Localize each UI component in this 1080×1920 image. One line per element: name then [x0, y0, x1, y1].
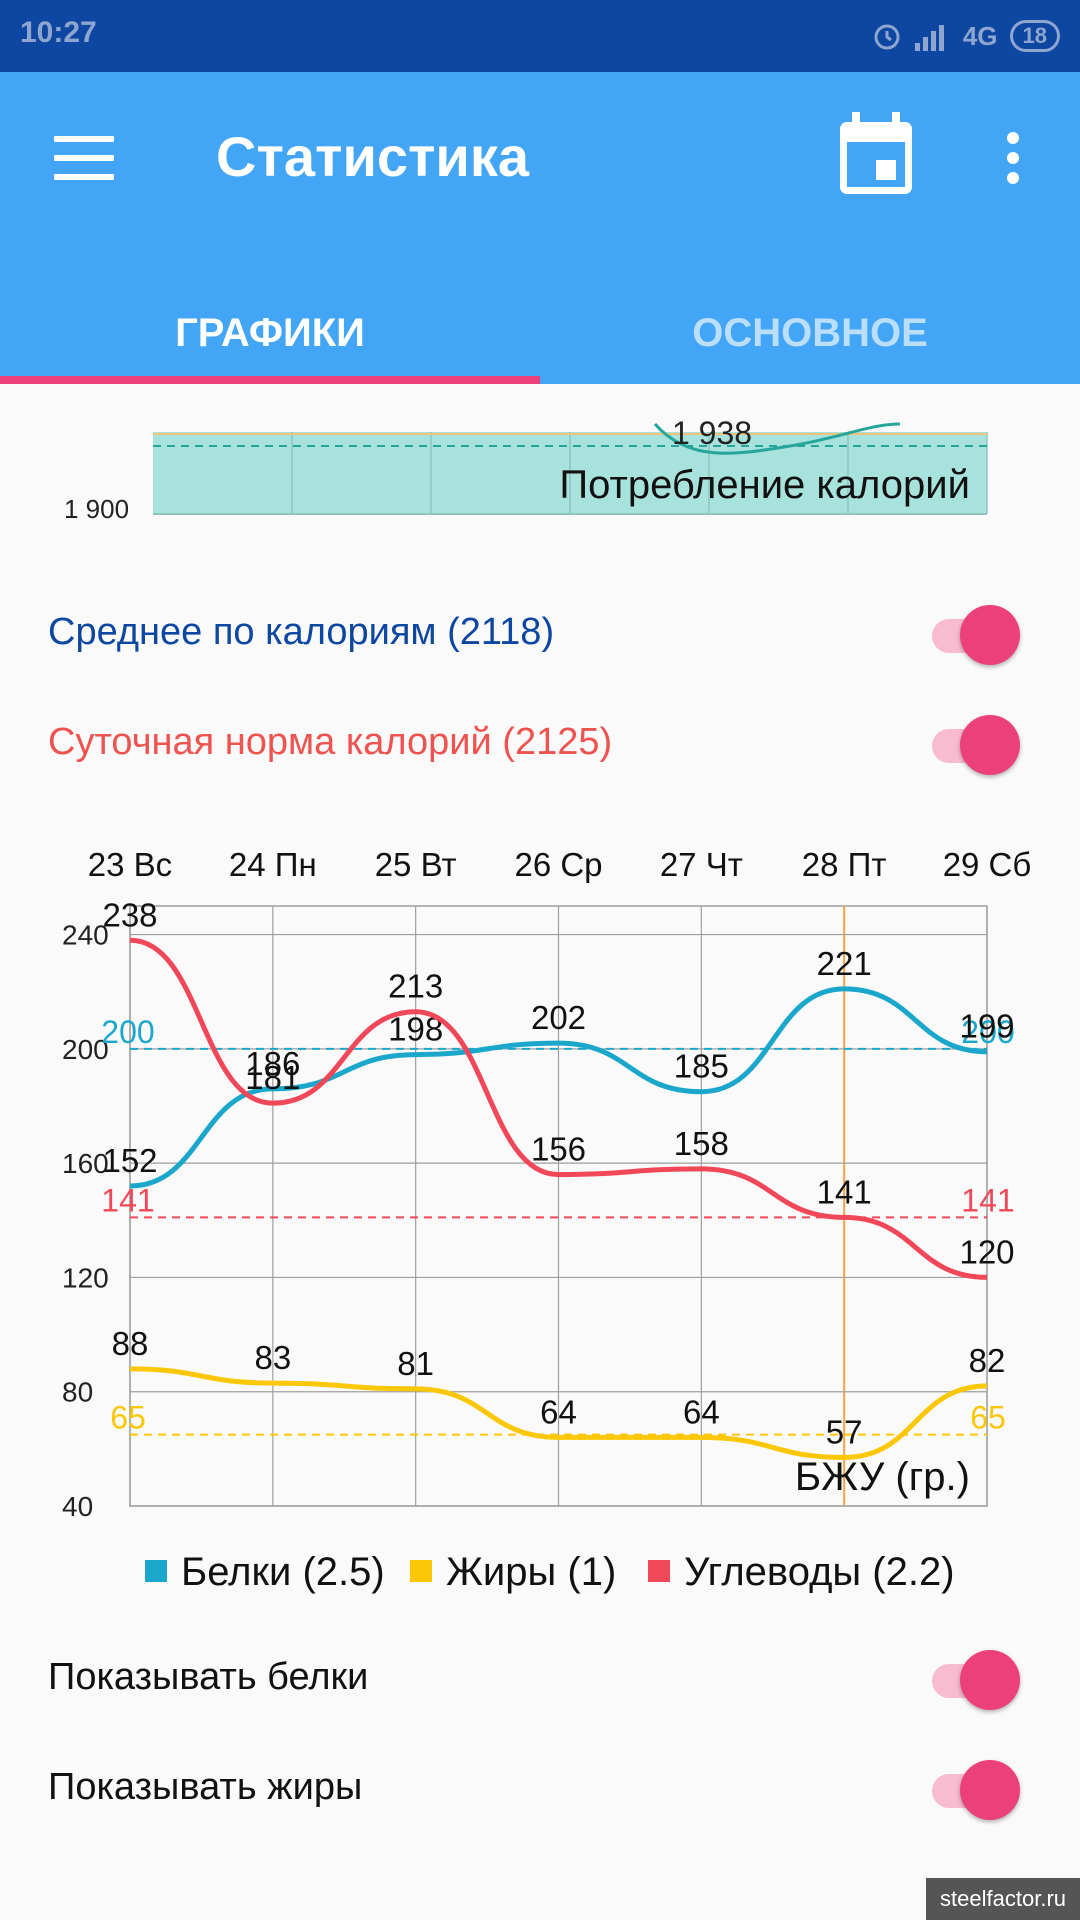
more-vert-icon[interactable] — [1003, 132, 1023, 188]
y-tick-label: 40 — [62, 1491, 93, 1522]
x-tick-label: 24 Пн — [229, 846, 317, 883]
data-label: 213 — [388, 968, 443, 1005]
data-label: 120 — [959, 1233, 1014, 1270]
show-fats-row[interactable]: Показывать жиры — [0, 1738, 1080, 1838]
series-line — [129, 937, 988, 1280]
show-proteins-row[interactable]: Показывать белки — [0, 1628, 1080, 1728]
data-label: 64 — [540, 1393, 577, 1430]
bju-chart: 23 Вс 24 Пн 25 Вт 26 Ср 27 Чт 28 Пт 29 Сб 240 20… — [62, 846, 1032, 1594]
series-line — [129, 1366, 988, 1460]
x-tick-label: 23 Вс — [88, 846, 172, 883]
target-label: 65 — [970, 1400, 1006, 1436]
series-line — [129, 986, 988, 1189]
x-tick-label: 25 Вт — [375, 846, 457, 883]
status-time: 10:27 — [20, 16, 97, 49]
daily-norm-row[interactable]: Суточная норма калорий (2125) — [0, 693, 1080, 793]
page-title: Статистика — [216, 125, 530, 188]
status-icons: 4G 18 — [871, 18, 1060, 54]
tab-charts[interactable]: ГРАФИКИ — [175, 311, 365, 355]
network-type: 4G — [962, 20, 998, 51]
chart-title: БЖУ (гр.) — [795, 1455, 970, 1499]
legend-label: Жиры (1) — [446, 1550, 616, 1594]
target-label: 141 — [101, 1182, 154, 1218]
legend-label: Белки (2.5) — [181, 1550, 385, 1594]
y-tick-label: 240 — [62, 920, 109, 951]
data-label: 88 — [112, 1325, 149, 1362]
calorie-chart-title: Потребление калорий — [559, 463, 970, 507]
target-label: 200 — [961, 1014, 1014, 1050]
data-label: 186 — [245, 1045, 300, 1082]
target-label: 200 — [101, 1014, 154, 1050]
calorie-chart: 1 938 Потребление калорий 1 900 — [64, 415, 988, 524]
status-bar: 10:27 4G 18 — [0, 0, 1080, 72]
alarm-icon — [874, 24, 900, 50]
data-label: 202 — [531, 999, 586, 1036]
legend-swatch — [410, 1560, 432, 1582]
avg-calories-label: Среднее по калориям (2118) — [48, 611, 555, 653]
data-label: 82 — [969, 1342, 1006, 1379]
target-label: 65 — [110, 1400, 146, 1436]
menu-icon[interactable] — [54, 136, 114, 180]
battery-level: 18 — [1009, 20, 1060, 52]
watermark: steelfactor.ru — [926, 1878, 1080, 1920]
show-proteins-switch[interactable] — [920, 1650, 1020, 1710]
legend-label: Углеводы (2.2) — [684, 1550, 955, 1594]
data-label: 181 — [245, 1059, 300, 1096]
show-fats-switch[interactable] — [920, 1760, 1020, 1820]
calendar-icon[interactable] — [838, 112, 914, 196]
calorie-chart-label: 1 938 — [672, 415, 752, 451]
tab-main[interactable]: ОСНОВНОЕ — [692, 311, 928, 355]
x-tick-label: 27 Чт — [660, 846, 743, 883]
tab-indicator — [0, 376, 540, 384]
data-label: 158 — [674, 1125, 729, 1162]
data-label: 141 — [817, 1173, 872, 1210]
data-label: 238 — [102, 896, 157, 933]
daily-norm-label: Суточная норма калорий (2125) — [48, 721, 613, 763]
legend-swatch — [145, 1560, 167, 1582]
data-label: 199 — [959, 1008, 1014, 1045]
app-bar: Статистика ГРАФИКИ ОСНОВНОЕ — [0, 72, 1080, 384]
data-label: 83 — [254, 1339, 291, 1376]
y-tick-label: 120 — [62, 1262, 109, 1293]
data-label: 64 — [683, 1393, 720, 1430]
avg-calories-switch[interactable] — [920, 605, 1020, 665]
y-tick-label: 200 — [62, 1034, 109, 1065]
avg-calories-row[interactable]: Среднее по калориям (2118) — [0, 583, 1080, 683]
data-label: 57 — [826, 1413, 863, 1450]
signal-icon — [914, 25, 944, 51]
y-tick-label: 160 — [62, 1148, 109, 1179]
y-tick-label: 80 — [62, 1377, 93, 1408]
x-tick-label: 26 Ср — [514, 846, 602, 883]
show-fats-label: Показывать жиры — [48, 1766, 363, 1808]
data-label: 185 — [674, 1048, 729, 1085]
data-label: 81 — [397, 1345, 434, 1382]
target-label: 141 — [961, 1182, 1014, 1218]
x-tick-label: 29 Сб — [943, 846, 1032, 883]
daily-norm-switch[interactable] — [920, 715, 1020, 775]
calorie-chart-y-tick: 1 900 — [64, 494, 129, 524]
show-proteins-label: Показывать белки — [48, 1656, 369, 1698]
x-tick-label: 28 Пт — [802, 846, 887, 883]
data-label: 152 — [102, 1142, 157, 1179]
legend-swatch — [648, 1560, 670, 1582]
data-label: 156 — [531, 1131, 586, 1168]
data-label: 221 — [817, 945, 872, 982]
